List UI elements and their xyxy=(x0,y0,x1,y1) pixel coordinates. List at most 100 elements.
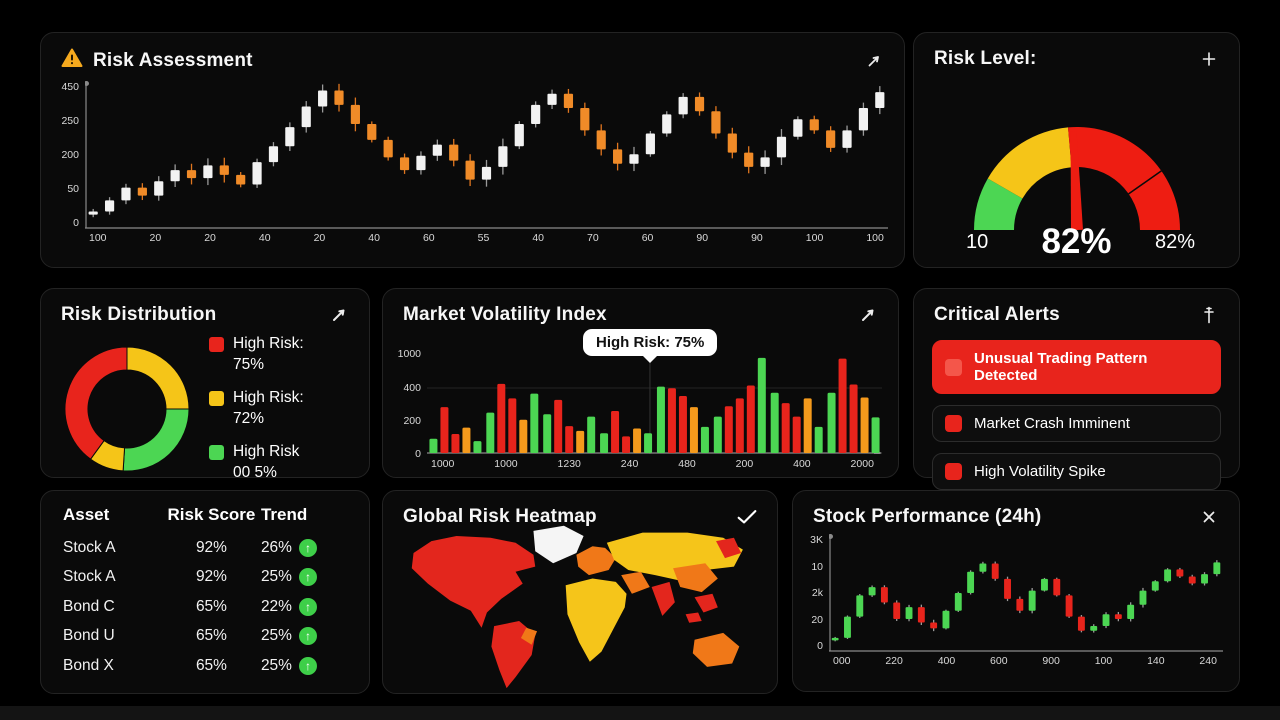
world-map xyxy=(383,517,777,689)
asset-cell: Stock A xyxy=(63,568,116,586)
panel-market-volatility: Market Volatility Index High Risk: 75% 1… xyxy=(382,288,899,478)
donut-chart xyxy=(64,346,190,472)
legend-item: High Risk: 75% xyxy=(209,334,304,376)
trend-up-icon: ↑ xyxy=(298,568,317,587)
legend-swatch xyxy=(209,390,224,406)
plus-icon[interactable] xyxy=(1199,49,1219,69)
close-icon[interactable] xyxy=(1199,507,1219,527)
axis-tick: 240 xyxy=(620,458,639,470)
asset-table: Asset Risk Score Trend Stock A 92% 26% ↑ Stock… xyxy=(41,491,369,681)
warning-triangle-icon xyxy=(61,48,83,73)
check-icon[interactable] xyxy=(737,507,757,527)
x-axis-labels: 000 220 400 600 900 100 140 240 xyxy=(793,652,1239,667)
gauge-value-label: 82% xyxy=(1041,222,1112,261)
y-axis-labels: 450 250 200 50 0 xyxy=(49,81,85,229)
risk-assessment-chart: 450 250 200 50 0 xyxy=(41,77,904,229)
axis-tick: 2000 xyxy=(850,458,874,470)
alert-text: Unusual Trading Pattern Detected xyxy=(974,350,1148,384)
axis-tick: 140 xyxy=(1147,655,1165,667)
trend-cell: 25% ↑ xyxy=(260,627,347,646)
panel-risk-level: Risk Level: 10 82% 82% xyxy=(913,32,1240,268)
alert-item[interactable]: High Volatility Spike xyxy=(932,453,1221,490)
asset-cell: Bond C xyxy=(63,597,115,615)
trend-up-icon: ↑ xyxy=(298,538,317,557)
candlestick-chart xyxy=(84,81,888,229)
axis-tick: 100 xyxy=(89,232,107,244)
trend-value: 26% xyxy=(260,538,292,556)
table-header: Asset Risk Score Trend xyxy=(63,505,347,525)
region-se-asia xyxy=(685,612,702,623)
asset-cell: Bond X xyxy=(63,656,114,674)
trend-cell: 26% ↑ xyxy=(260,538,347,557)
table-row: Bond X 65% 25% ↑ xyxy=(63,651,347,681)
chart-tooltip: High Risk: 75% xyxy=(583,329,718,356)
alert-severity-icon xyxy=(945,358,962,376)
axis-tick: 450 xyxy=(61,81,79,93)
diagonal-arrow-icon[interactable] xyxy=(858,305,878,325)
panel-title: Market Volatility Index xyxy=(403,304,607,325)
trend-value: 25% xyxy=(260,656,292,674)
table-row: Stock A 92% 25% ↑ xyxy=(63,563,347,593)
axis-tick: 40 xyxy=(368,232,380,244)
axis-tick: 2k xyxy=(811,587,823,599)
region-north-america xyxy=(411,536,536,628)
axis-tick: 250 xyxy=(61,115,79,127)
legend-swatch xyxy=(209,337,224,352)
axis-tick: 20 xyxy=(313,232,326,244)
table-row: Bond U 65% 25% ↑ xyxy=(63,622,347,652)
trend-value: 25% xyxy=(260,568,292,586)
panel-title: Stock Performance (24h) xyxy=(813,506,1042,527)
axis-tick: 600 xyxy=(990,655,1008,667)
axis-tick: 200 xyxy=(735,458,754,470)
region-india xyxy=(651,581,675,616)
axis-tick: 40 xyxy=(258,232,271,244)
panel-title: Critical Alerts xyxy=(934,304,1060,325)
panel-asset-table: Asset Risk Score Trend Stock A 92% 26% ↑ Stock… xyxy=(40,490,370,694)
region-middle-east xyxy=(520,627,538,645)
trend-up-icon: ↑ xyxy=(298,656,317,675)
axis-tick: 0 xyxy=(73,217,79,229)
dagger-icon[interactable] xyxy=(1199,305,1219,325)
region-china xyxy=(673,563,718,593)
world-map-svg xyxy=(411,525,743,689)
axis-tick: 100 xyxy=(1094,655,1113,667)
risk-score-cell: 65% xyxy=(195,627,227,645)
axis-tick: 90 xyxy=(751,232,763,244)
axis-tick: 200 xyxy=(61,149,79,161)
axis-tick: 000 xyxy=(833,655,851,667)
candlestick-chart xyxy=(828,534,1223,652)
region-middle-east xyxy=(621,571,650,594)
axis-tick: 1230 xyxy=(557,458,581,470)
risk-score-cell: 92% xyxy=(195,568,227,586)
trend-value: 25% xyxy=(260,627,292,645)
axis-tick: 1000 xyxy=(397,348,421,360)
axis-tick: 70 xyxy=(587,232,599,244)
diagonal-arrow-icon[interactable] xyxy=(329,305,349,325)
axis-tick: 400 xyxy=(793,458,811,470)
axis-tick: 220 xyxy=(885,655,903,667)
axis-tick: 60 xyxy=(422,232,435,244)
axis-tick: 0 xyxy=(415,448,421,460)
risk-score-cell: 65% xyxy=(195,597,227,615)
y-axis-labels: 1000 400 200 0 xyxy=(393,348,427,460)
alert-item[interactable]: Unusual Trading Pattern Detected xyxy=(932,340,1221,394)
donut-legend: High Risk: 75% High Risk: 72% High Risk 00 5% xyxy=(209,334,304,484)
panel-critical-alerts: Critical Alerts Unusual Trading Pattern … xyxy=(913,288,1240,490)
axis-tick: 1000 xyxy=(431,458,455,470)
axis-tick: 240 xyxy=(1199,655,1217,667)
axis-tick: 100 xyxy=(866,232,884,244)
panel-title: Risk Assessment xyxy=(93,49,253,71)
alert-item[interactable]: Market Crash Imminent xyxy=(932,405,1221,442)
region-africa xyxy=(565,578,627,662)
legend-label: High Risk: 75% xyxy=(233,335,304,373)
bottom-bar xyxy=(0,706,1280,720)
trend-cell: 22% ↑ xyxy=(261,597,347,616)
risk-gauge: 10 82% 82% xyxy=(914,74,1239,262)
table-row: Stock A 92% 26% ↑ xyxy=(63,533,347,563)
region-east-russia xyxy=(716,537,742,559)
panel-title: Global Risk Heatmap xyxy=(403,506,597,527)
asset-cell: Bond U xyxy=(63,627,115,645)
expand-arrow-icon[interactable] xyxy=(864,51,884,71)
trend-cell: 25% ↑ xyxy=(260,656,347,675)
panel-title: Risk Level: xyxy=(934,48,1037,69)
